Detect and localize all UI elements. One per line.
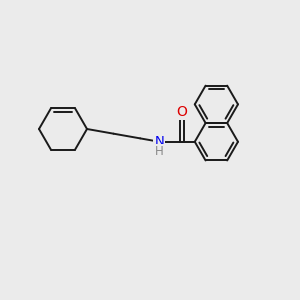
Text: H: H: [155, 145, 164, 158]
Text: N: N: [154, 135, 164, 148]
Text: O: O: [176, 105, 187, 119]
